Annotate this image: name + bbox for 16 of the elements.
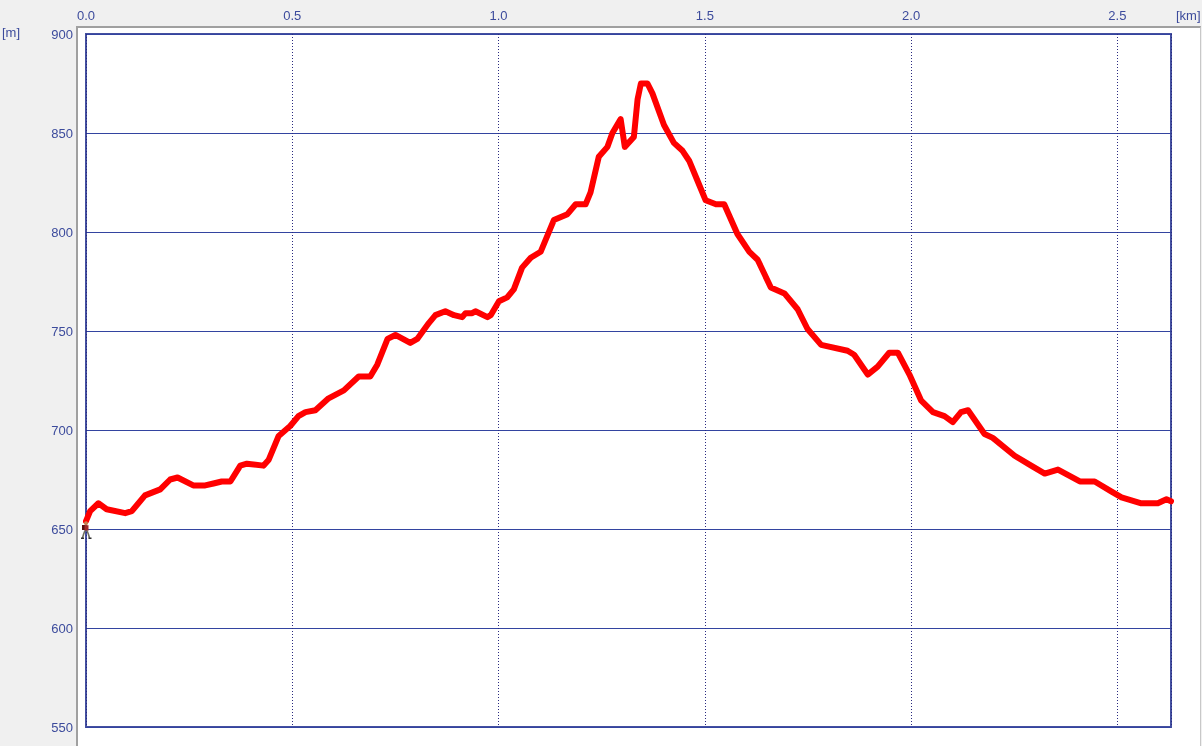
x-tick-label: 0.5	[283, 8, 302, 23]
y-axis-title: [m]	[2, 25, 21, 40]
x-tick-label: 2.5	[1108, 8, 1127, 23]
x-axis-title: [km]	[1176, 8, 1201, 23]
y-tick-label: 800	[51, 224, 73, 240]
y-tick-label: 850	[51, 125, 73, 141]
y-tick-label: 600	[51, 620, 73, 636]
x-tick-label: 1.0	[489, 8, 508, 23]
x-tick-label: 2.0	[902, 8, 921, 23]
y-tick-label: 900	[51, 26, 73, 42]
y-tick-label: 700	[51, 422, 73, 438]
y-tick-label: 550	[51, 719, 73, 735]
y-tick-label: 650	[51, 521, 73, 537]
x-tick-label: 0.0	[76, 8, 96, 23]
x-tick-label: 1.5	[695, 8, 714, 23]
y-tick-label: 750	[51, 323, 73, 339]
